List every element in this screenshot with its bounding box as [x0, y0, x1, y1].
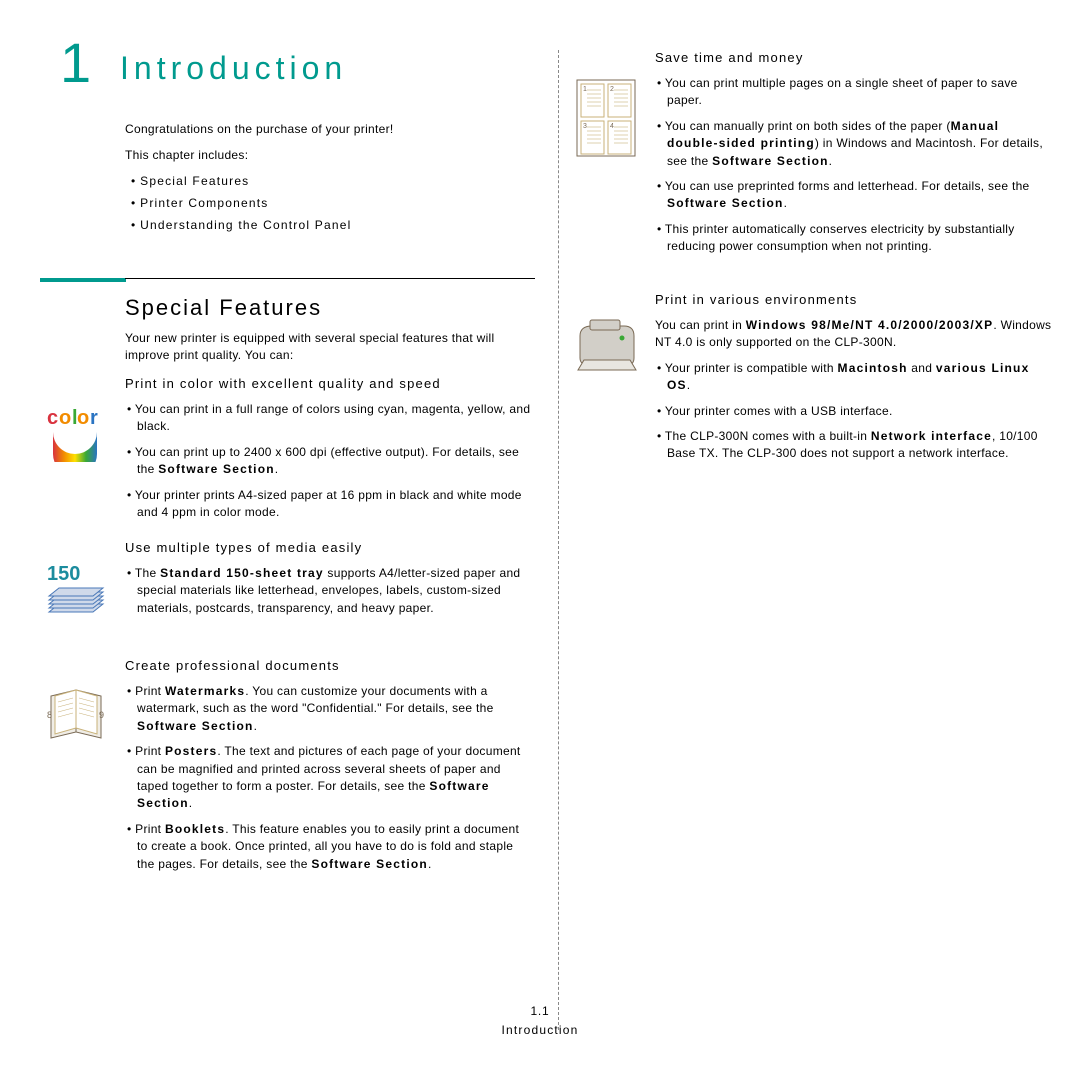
f4-b1: You can print multiple pages on a single… [655, 75, 1055, 110]
f5-b1: Your printer is compatible with Macintos… [655, 360, 1055, 395]
svg-text:9: 9 [99, 710, 104, 720]
accent-bar [40, 278, 126, 282]
intro-item-1: Special Features [131, 172, 505, 190]
feature-title: Print in color with excellent quality an… [125, 376, 500, 391]
page-footer-label: Introduction [40, 1021, 1040, 1040]
feature-environments: Print in various environments You can pr… [550, 292, 1060, 471]
feature-title: Create professional documents [125, 658, 500, 673]
feature-title: Save time and money [655, 50, 1060, 65]
intro-chapter-includes: This chapter includes: [125, 146, 505, 164]
svg-text:1: 1 [583, 86, 587, 93]
feature-color-quality: Print in color with excellent quality an… [40, 376, 500, 529]
svg-text:o: o [77, 407, 89, 429]
feature-title: Print in various environments [655, 292, 1060, 307]
f4-b3: You can use preprinted forms and letterh… [655, 178, 1055, 213]
chapter-number: 1 [60, 30, 93, 95]
section-intro: Your new printer is equipped with severa… [125, 330, 535, 364]
svg-text:150: 150 [47, 563, 80, 585]
svg-text:c: c [47, 407, 58, 429]
feature-title: Use multiple types of media easily [125, 540, 500, 555]
page-footer: 1.1 Introduction [40, 1002, 1040, 1040]
svg-text:8: 8 [47, 710, 52, 720]
f3-b1: Print Watermarks. You can customize your… [125, 683, 531, 735]
multipage-sheet-icon: 1 2 3 4 [570, 76, 642, 160]
paper-stack-icon: 150 [40, 562, 112, 622]
f1-b3: Your printer prints A4-sized paper at 16… [125, 487, 531, 522]
svg-text:2: 2 [610, 86, 614, 93]
booklet-icon: 8 9 [40, 682, 112, 748]
svg-text:r: r [90, 407, 98, 429]
page-number: 1.1 [40, 1002, 1040, 1021]
f3-b3: Print Booklets. This feature enables you… [125, 821, 531, 873]
f2-b1: The Standard 150-sheet tray supports A4/… [125, 565, 531, 617]
f5-b2: Your printer comes with a USB interface. [655, 403, 1055, 420]
f3-b2: Print Posters. The text and pictures of … [125, 743, 531, 813]
chapter-title: Introduction [120, 50, 347, 87]
f4-b2: You can manually print on both sides of … [655, 118, 1055, 170]
section-rule [125, 278, 535, 279]
feature-save-time-money: Save time and money 1 2 3 4 [550, 50, 1060, 264]
f5-p1: You can print in Windows 98/Me/NT 4.0/20… [655, 317, 1055, 352]
svg-text:3: 3 [583, 123, 587, 130]
intro-block: Congratulations on the purchase of your … [125, 120, 505, 238]
f1-b1: You can print in a full range of colors … [125, 401, 531, 436]
f1-b2: You can print up to 2400 x 600 dpi (effe… [125, 444, 531, 479]
f5-b3: The CLP-300N comes with a built-in Netwo… [655, 428, 1055, 463]
section-title: Special Features [125, 295, 322, 321]
printer-icon [570, 316, 642, 372]
feature-professional-docs: Create professional documents 8 [40, 658, 500, 881]
intro-congrats: Congratulations on the purchase of your … [125, 120, 505, 138]
color-icon: c o l o r [40, 402, 112, 462]
intro-item-3: Understanding the Control Panel [131, 216, 505, 234]
svg-text:4: 4 [610, 123, 614, 130]
f4-b4: This printer automatically conserves ele… [655, 221, 1055, 256]
svg-text:o: o [59, 407, 71, 429]
feature-media-types: Use multiple types of media easily 150 T… [40, 540, 500, 625]
intro-item-2: Printer Components [131, 194, 505, 212]
